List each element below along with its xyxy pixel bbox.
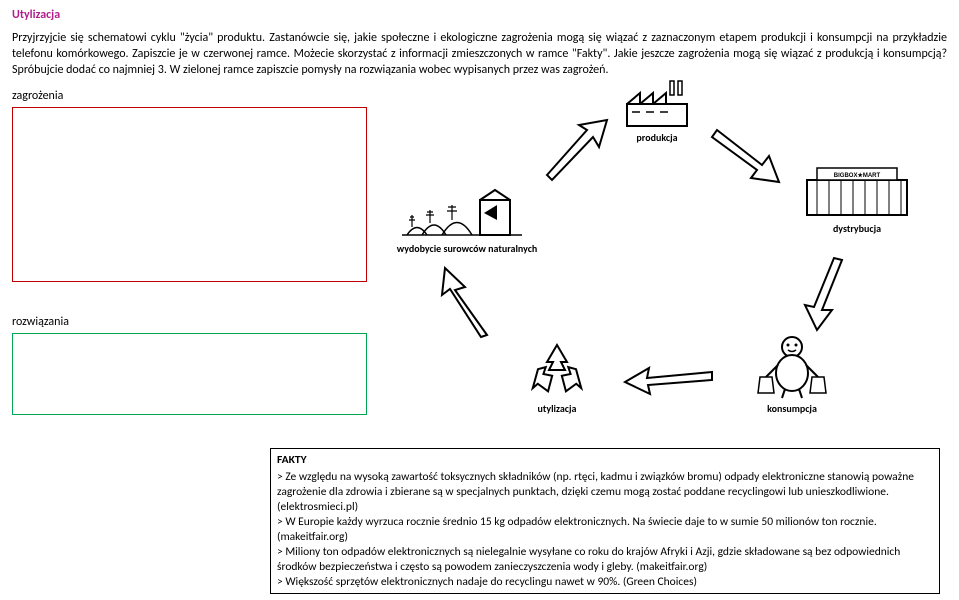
arrow-dystrybucja-konsumpcja [802,255,862,335]
node-dystrybucja-label: dystrybucja [797,222,917,235]
node-wydobycie-label: wydobycie surowców naturalnych [382,242,552,255]
store-icon: BIGBOX★MART [802,165,912,220]
lifecycle-diagram: produkcja BIGBOX★MART dystrybucja [402,85,942,420]
arrow-produkcja-dystrybucja [707,120,787,185]
node-utylizacja: utylizacja [512,340,602,415]
zagrozenia-box [12,107,367,282]
node-konsumpcja-label: konsumpcja [742,402,842,415]
rozwiazania-label: rozwiązania [12,315,69,329]
main-area: zagrożenia rozwiązania produkcja BIGBOX★… [12,85,947,415]
mining-icon [402,185,532,240]
facts-title: FAKTY [277,453,933,468]
node-wydobycie: wydobycie surowców naturalnych [382,185,552,255]
arrow-wydobycie-produkcja [537,115,617,185]
node-produkcja: produkcja [612,79,702,144]
arrow-utylizacja-wydobycie [437,265,507,345]
facts-box: FAKTY > Ze względu na wysoką zawartość t… [270,448,940,594]
instructions-text: Przyjrzyjcie się schematowi cyklu "życia… [12,30,947,79]
factory-icon [622,79,692,129]
node-utylizacja-label: utylizacja [512,402,602,415]
arrow-konsumpcja-utylizacja [622,360,722,400]
consumer-icon [752,335,832,400]
fact-item: > Większość sprzętów elektronicznych nad… [277,575,933,590]
rozwiazania-box [12,333,367,415]
node-produkcja-label: produkcja [612,131,702,144]
node-dystrybucja: BIGBOX★MART dystrybucja [797,165,917,235]
svg-text:BIGBOX★MART: BIGBOX★MART [834,172,881,179]
recycle-icon [525,340,590,400]
node-konsumpcja: konsumpcja [742,335,842,415]
zagrozenia-label: zagrożenia [12,89,63,103]
page-title: Utylizacja [12,8,947,22]
fact-item: > Ze względu na wysoką zawartość toksycz… [277,470,933,515]
fact-item: > Miliony ton odpadów elektronicznych są… [277,545,933,575]
fact-item: > W Europie każdy wyrzuca rocznie średni… [277,515,933,545]
